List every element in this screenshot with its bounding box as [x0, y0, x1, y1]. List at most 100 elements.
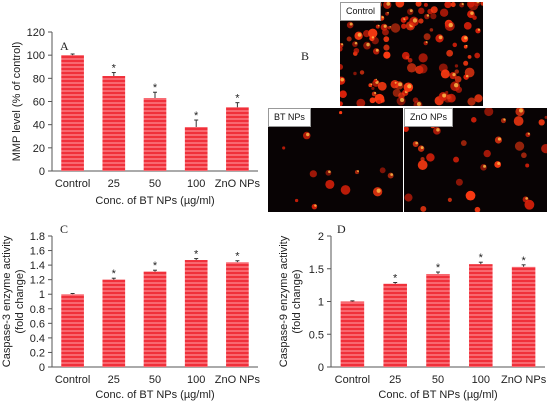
cell-spot	[418, 64, 428, 74]
cell-spot	[417, 160, 428, 170]
cell-spot	[340, 77, 345, 82]
cell-spot	[470, 11, 474, 15]
bar-a-4	[226, 107, 249, 171]
x-tick-label: ZnO NPs	[501, 374, 547, 386]
x-tick-label: 100	[472, 374, 490, 386]
cell-spot	[404, 126, 409, 132]
y-axis-label-line: Caspase-9 enzyme activity	[278, 235, 290, 367]
y-tick-label: 0.2	[30, 347, 45, 359]
cell-spot	[389, 26, 392, 28]
y-tick-label: 1.5	[309, 264, 324, 276]
cell-spot	[382, 28, 389, 36]
cell-spot	[425, 41, 428, 44]
y-tick-label: 1.2	[30, 275, 45, 287]
cell-spot	[404, 193, 413, 202]
cell-spot	[452, 73, 456, 77]
x-tick-label: 50	[149, 178, 161, 190]
cell-spot	[359, 70, 365, 75]
significance-star: *	[235, 251, 240, 263]
cell-spot	[325, 179, 335, 189]
significance-star: *	[393, 273, 398, 285]
cell-spot	[376, 99, 381, 105]
cell-spot	[406, 63, 417, 73]
y-tick-label: 0.8	[30, 304, 45, 316]
cell-spot	[354, 41, 358, 45]
cell-spot	[357, 170, 359, 173]
x-tick-label: 100	[187, 374, 205, 386]
y-axis-label-line: Caspase-3 enzyme activity	[1, 235, 13, 367]
cell-spot	[424, 13, 430, 20]
bar-a-3	[184, 126, 208, 171]
chart-d-svg: 0 0.5 1 1.5 2 Control * 25 * 50 * 100 * ZnO NPs Conc. …	[278, 222, 547, 401]
cell-spot	[282, 146, 286, 150]
significance-star: *	[194, 110, 199, 122]
cell-spot	[430, 6, 438, 14]
cell-spot	[381, 16, 384, 19]
cell-spot	[377, 24, 380, 27]
y-axis-label-line: (fold change)	[14, 269, 26, 333]
cell-spot	[352, 41, 358, 47]
cell-spot	[503, 118, 506, 121]
cell-spot	[442, 93, 447, 98]
significance-star: *	[235, 93, 240, 105]
cell-spot	[544, 115, 547, 119]
y-axis-label: MMP level (% of control)	[11, 42, 23, 162]
cell-spot	[376, 188, 381, 193]
cell-spot	[450, 2, 456, 8]
significance-star: *	[112, 63, 117, 75]
cell-spot	[366, 42, 370, 47]
x-axis-label: Conc. of BT NPs (µg/ml)	[95, 195, 214, 207]
cell-spot	[371, 36, 375, 39]
cell-spot	[436, 128, 440, 132]
y-axis-label: Caspase-9 enzyme activity(fold change)	[278, 235, 303, 367]
cell-spot	[371, 86, 375, 91]
chart-a-svg: 0 20 40 60 80 100 120 Control * 25 * 50 * 100 * ZnO NPs…	[11, 27, 261, 207]
y-tick-label: 1	[318, 297, 324, 309]
cell-spot	[390, 23, 401, 33]
cell-spot	[386, 2, 391, 6]
panel-letter: A	[60, 39, 69, 53]
micrograph-zno-nps: ZnO NPs	[404, 108, 547, 212]
significance-star: *	[153, 82, 158, 94]
cell-spot	[472, 15, 477, 20]
cell-spot	[369, 35, 375, 42]
bar-c-1	[102, 279, 126, 367]
cell-spot	[387, 172, 394, 179]
x-tick-label: Control	[55, 374, 90, 386]
cell-spot	[339, 110, 343, 115]
cell-spot	[460, 140, 467, 146]
cell-spot	[415, 141, 419, 145]
x-tick-label: 25	[389, 374, 401, 386]
cell-spot	[309, 170, 317, 178]
cell-spot	[375, 48, 379, 52]
panel-b-label: B	[301, 49, 310, 63]
cell-spot	[453, 83, 459, 88]
cell-spot	[418, 53, 428, 63]
cell-spot	[340, 90, 347, 99]
cell-spot	[461, 2, 464, 6]
y-tick-label: 1.4	[30, 260, 45, 272]
y-tick-label: 40	[33, 120, 45, 132]
cell-spot	[387, 11, 389, 14]
cell-spot	[426, 14, 430, 17]
fluorescence-cells-bt-nps	[282, 110, 394, 210]
cell-spot	[418, 7, 425, 15]
y-tick-label: 120	[27, 27, 45, 39]
cell-spot	[420, 205, 427, 212]
cell-spot	[401, 23, 407, 29]
cell-spot	[370, 83, 373, 86]
cell-spot	[340, 101, 343, 106]
cell-spot	[346, 36, 352, 42]
significance-star: *	[153, 260, 158, 272]
y-tick-label: 1.6	[30, 246, 45, 258]
cell-spot	[455, 178, 463, 186]
cell-spot	[357, 32, 362, 37]
cell-spot	[452, 42, 458, 48]
cell-spot	[438, 35, 443, 40]
y-tick-label: 2	[318, 231, 324, 243]
cell-spot	[407, 84, 412, 89]
bar-d-1	[383, 283, 407, 367]
y-tick-label: 20	[33, 143, 45, 155]
cell-spot	[463, 74, 469, 80]
cell-spot	[306, 132, 310, 137]
